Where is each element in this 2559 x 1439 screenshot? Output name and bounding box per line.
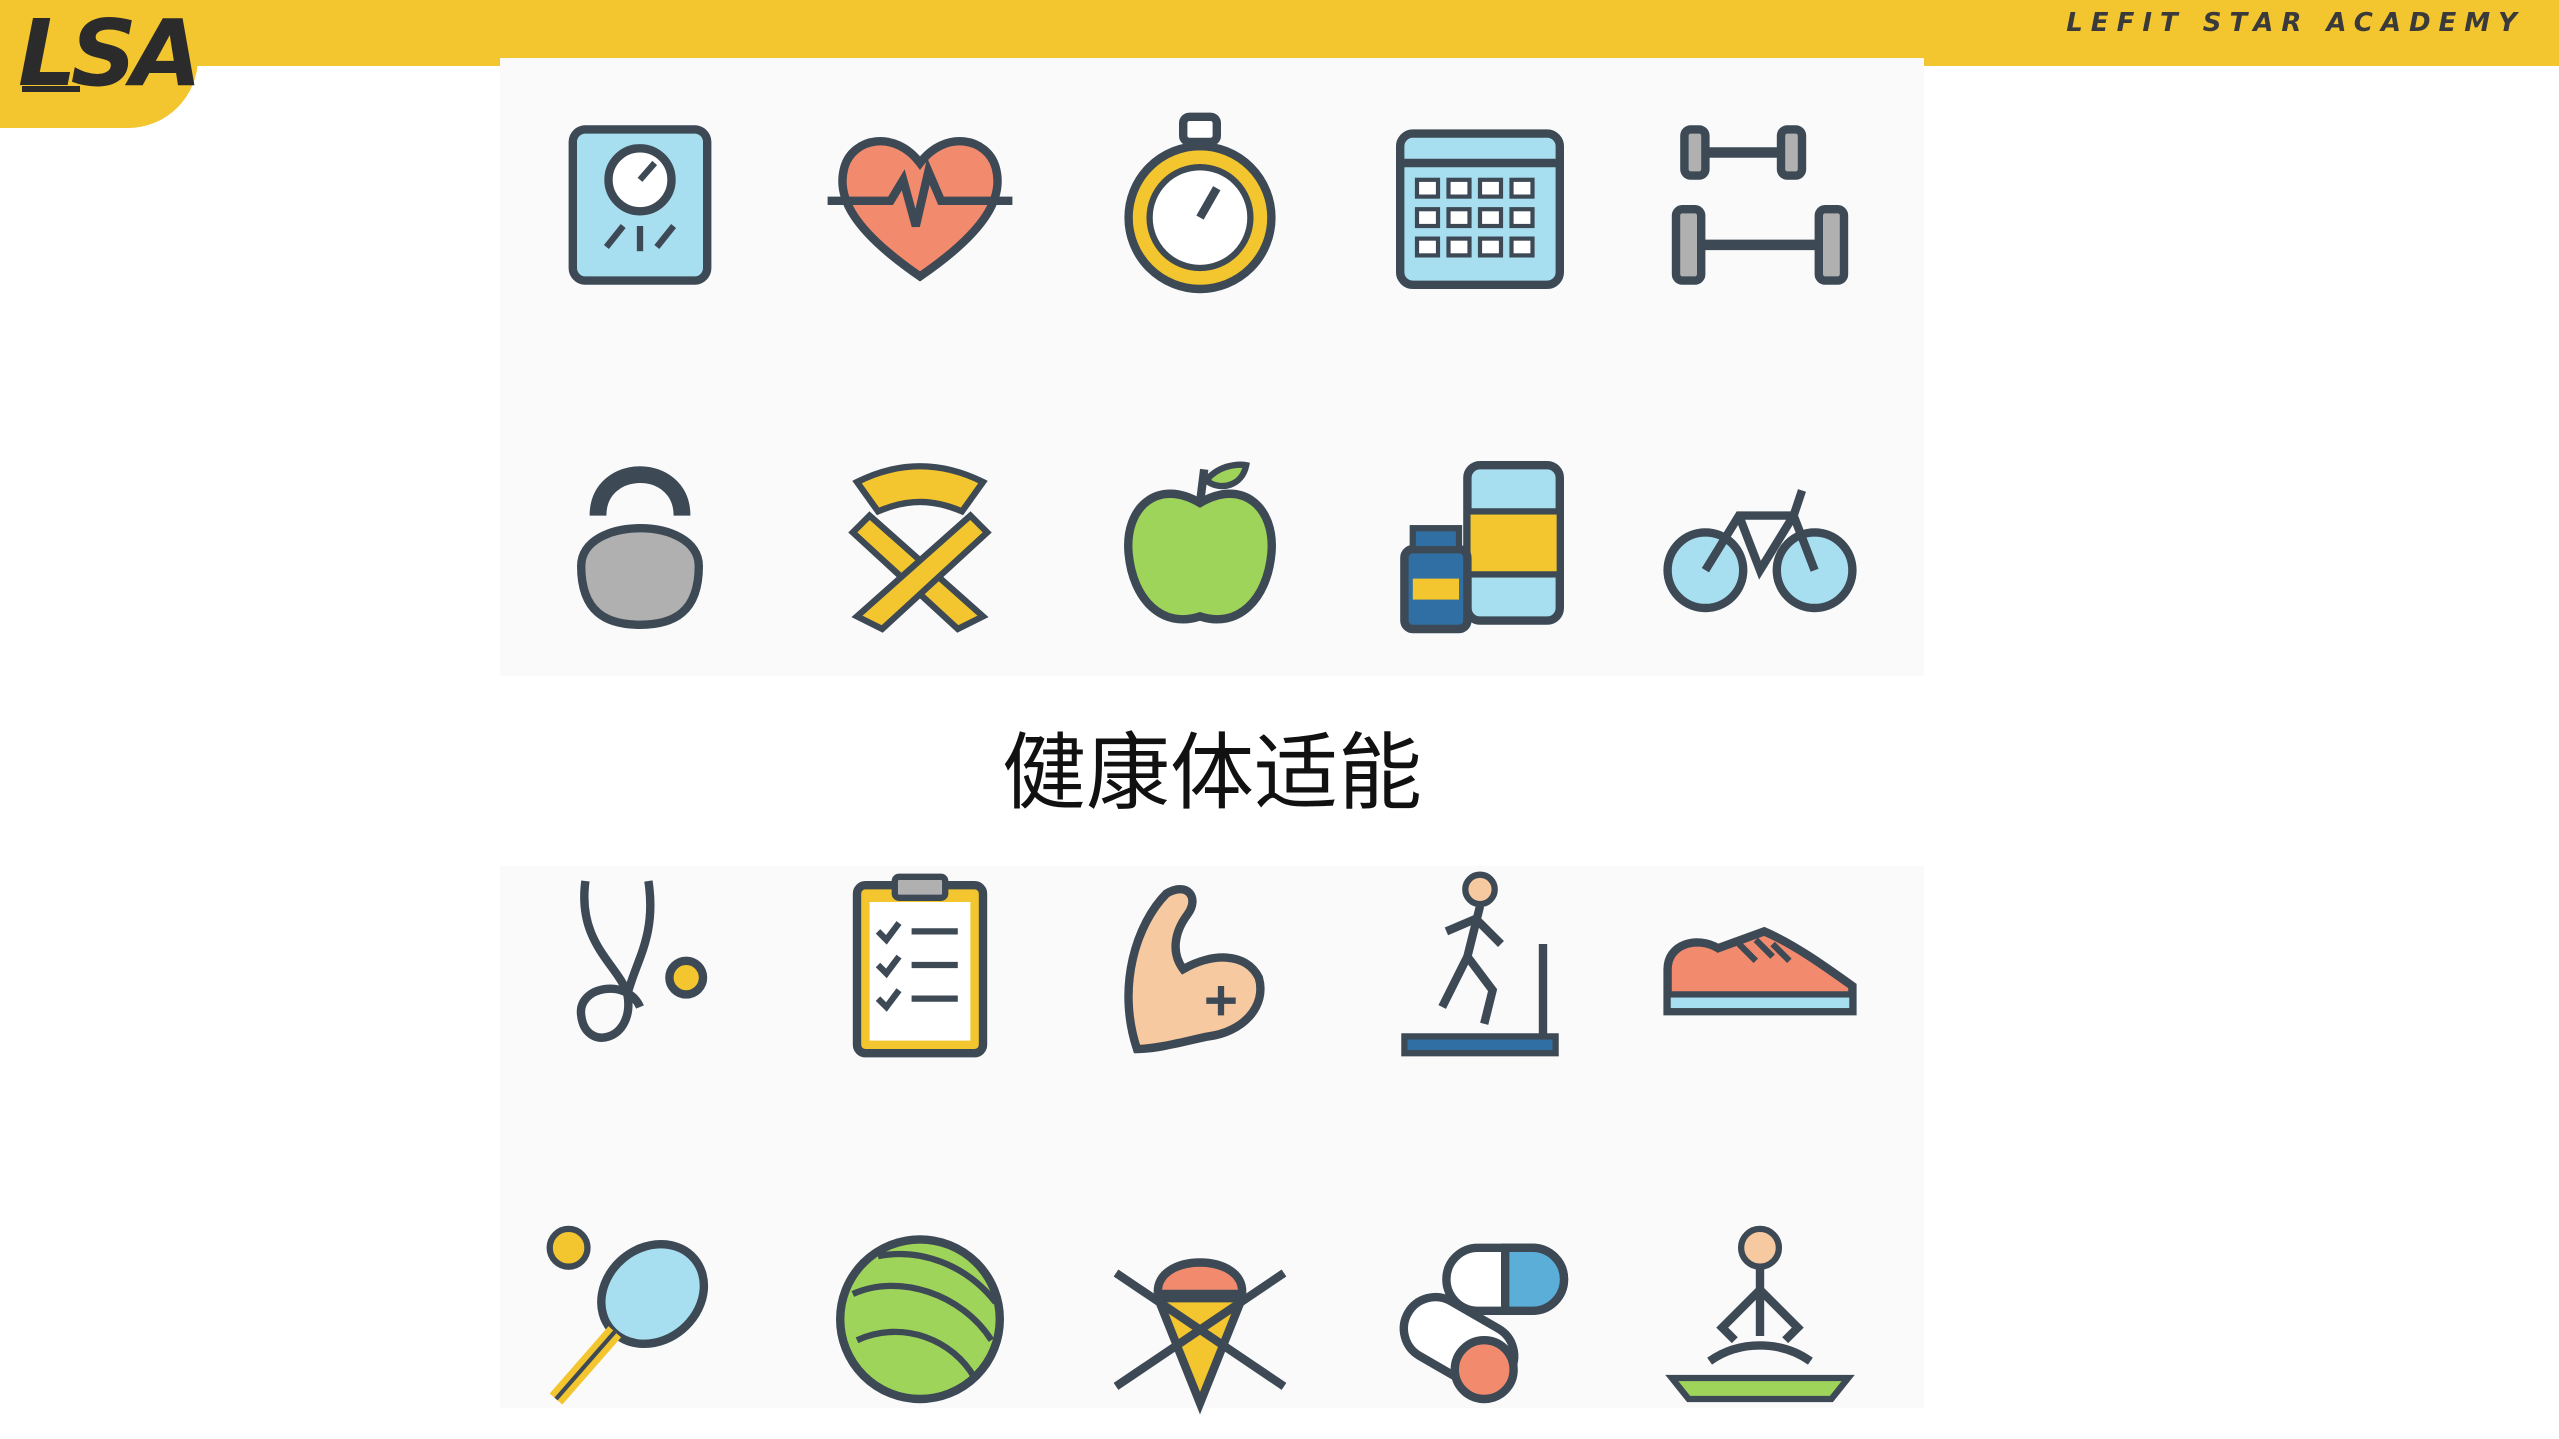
brand-name: LEFIT STAR ACADEMY <box>2066 8 2525 38</box>
scale-icon <box>530 100 750 310</box>
stopwatch-icon <box>1090 100 1310 310</box>
heart-rate-icon <box>810 100 1030 310</box>
logo-text: LSA <box>18 0 202 107</box>
tennis-racket-icon <box>530 1210 750 1420</box>
icon-row-4 <box>530 1210 1930 1420</box>
apple-icon <box>1090 440 1310 650</box>
icon-row-3 <box>530 860 1930 1070</box>
logo-underline <box>22 86 80 92</box>
bicycle-icon <box>1650 440 1870 650</box>
supplements-icon <box>1370 440 1590 650</box>
calendar-icon <box>1370 100 1590 310</box>
exercise-ball-icon <box>810 1210 1030 1420</box>
title-band: 健康体适能 <box>500 676 1924 866</box>
slide-title: 健康体适能 <box>1001 724 1422 822</box>
yoga-icon <box>1650 1210 1870 1420</box>
no-ice-cream-icon <box>1090 1210 1310 1420</box>
sneaker-icon <box>1650 860 1870 1070</box>
muscle-arm-icon <box>1090 860 1310 1070</box>
kettlebell-icon <box>530 440 750 650</box>
icon-row-2 <box>530 440 1930 650</box>
checklist-icon <box>810 860 1030 1070</box>
stethoscope-icon <box>530 860 750 1070</box>
pills-icon <box>1370 1210 1590 1420</box>
measuring-tape-icon <box>810 440 1030 650</box>
icon-row-1 <box>530 100 1930 310</box>
logo: LSA <box>0 0 202 128</box>
treadmill-icon <box>1370 860 1590 1070</box>
header-bar <box>0 0 2559 66</box>
dumbbells-icon <box>1650 100 1870 310</box>
